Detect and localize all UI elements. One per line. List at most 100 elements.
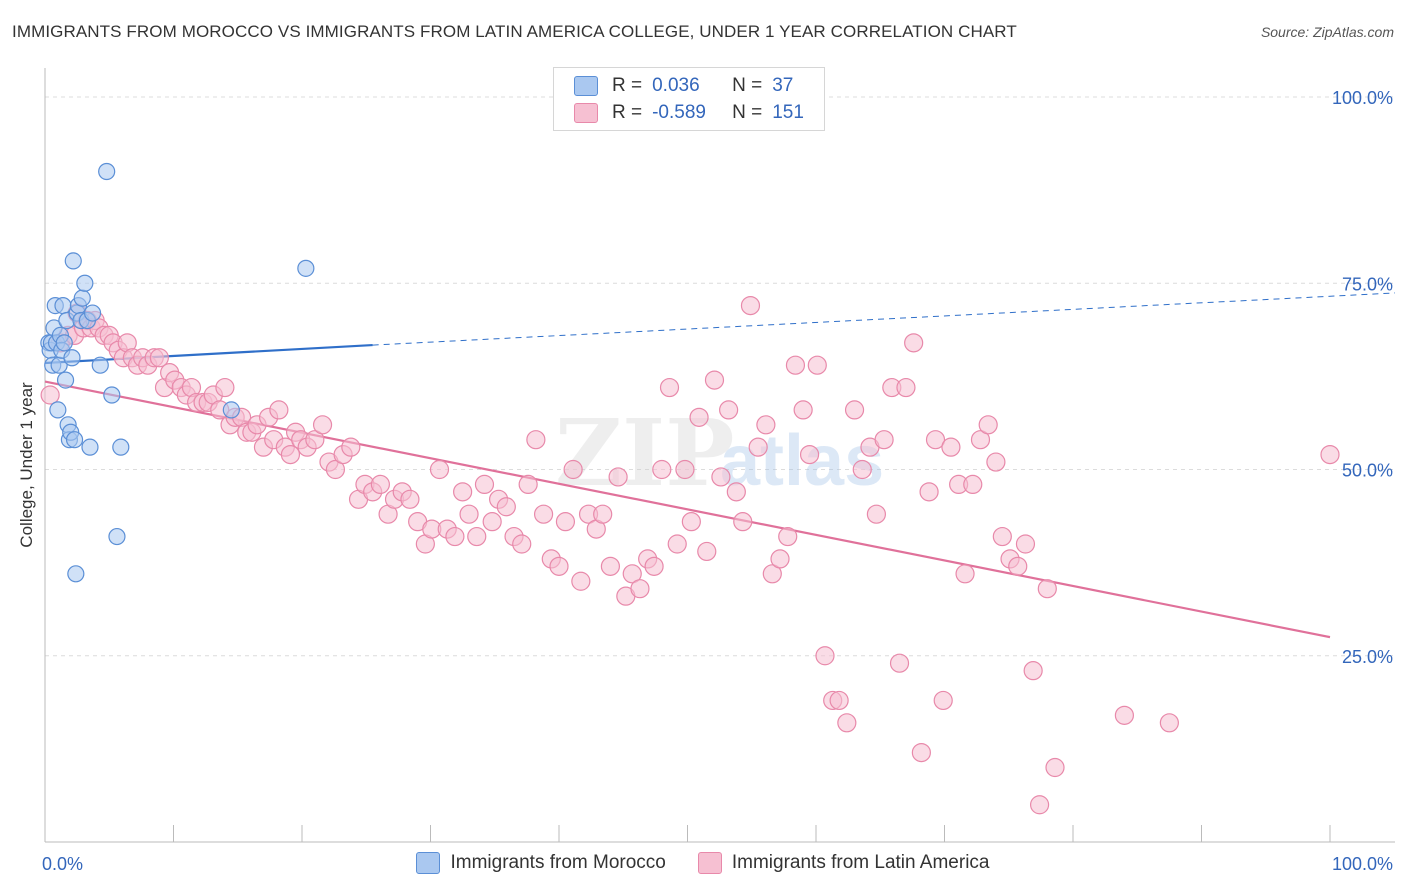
legend-r-label: R = [612,75,643,96]
latin-point [889,653,910,673]
latin-point [933,690,953,711]
morocco-point [108,527,126,546]
latin-point [689,407,709,427]
latin-point [992,526,1012,547]
latin-point [719,400,739,420]
latin-points [40,296,1340,815]
latin-point [280,445,301,465]
latin-point [305,430,325,450]
latin-point [844,400,865,420]
latin-point [400,489,420,509]
morocco-point [83,304,102,322]
morocco-point [98,162,116,181]
latin-point [549,556,569,576]
latin-point [896,377,916,398]
latin-point [1159,713,1179,733]
legend-n-value-latin: 151 [772,102,804,123]
latin-point [1037,579,1057,599]
morocco-point [222,401,240,419]
series-legend-morocco: Immigrants from Morocco [416,852,666,874]
y-tick-label: 75.0% [1342,274,1393,294]
series-legend: Immigrants from Morocco Immigrants from … [0,852,1406,874]
latin-point [608,467,628,487]
latin-point [630,579,650,599]
legend-n-label: N = [732,102,763,123]
latin-point [341,437,361,457]
latin-point [748,437,768,457]
latin-point [919,482,939,502]
morocco-point [63,349,81,367]
latin-point [474,474,495,494]
latin-point [563,459,583,480]
series-swatch-morocco [416,852,441,874]
latin-point [711,467,731,487]
latin-point [555,512,576,532]
latin-point [829,690,849,711]
morocco-point [112,438,130,456]
latin-point [659,377,680,398]
correlation-legend: R = 0.036 N = 37 R = -0.589 N = 151 [553,67,825,131]
latin-point [904,333,924,353]
morocco-point [56,371,75,389]
latin-point [970,430,991,450]
latin-point [429,459,450,480]
latin-point [963,474,983,494]
latin-point [762,564,782,584]
latin-point [667,534,687,554]
latin-point [149,348,169,368]
latin-point [815,646,835,666]
legend-n-label: N = [732,75,763,96]
legend-r-value-morocco: 0.036 [652,75,700,96]
morocco-point [73,289,91,307]
latin-point [681,512,701,532]
morocco-trendline-extension [372,292,1396,346]
latin-point [1023,661,1043,681]
morocco-points [40,162,315,583]
latin-point [1015,534,1036,554]
latin-point [518,474,538,494]
latin-point [925,430,946,450]
latin-point [740,296,761,316]
latin-point [600,556,621,576]
morocco-point [67,565,85,583]
morocco-point [49,401,67,419]
latin-point [496,497,516,517]
series-label-latin: Immigrants from Latin America [731,852,990,873]
latin-point [370,474,390,494]
legend-r-label: R = [612,102,643,123]
x-tick-label: 100.0% [1332,854,1393,874]
watermark-atlas: atlas [720,421,884,501]
morocco-point [297,259,315,277]
legend-n-value-morocco: 37 [772,75,794,96]
latin-point [837,713,857,733]
legend-row-morocco: R = 0.036 N = 37 [574,74,812,98]
latin-point [453,482,473,502]
latin-point [571,571,591,591]
latin-point [1045,757,1065,778]
y-tick-label: 50.0% [1342,461,1393,481]
latin-point [733,512,753,532]
latin-point [622,564,642,584]
morocco-point [81,438,99,456]
latin-point [866,504,886,524]
legend-swatch-latin [574,103,598,123]
x-tick-label: 0.0% [42,854,83,874]
latin-point [911,742,931,763]
latin-point [1320,445,1340,465]
y-axis-label: College, Under 1 year [17,382,36,548]
latin-point [467,526,487,547]
latin-point [874,430,894,450]
latin-point [533,504,554,524]
latin-point [770,549,790,569]
latin-point [215,377,235,398]
latin-point [697,541,717,562]
morocco-point [91,356,109,374]
latin-point [1114,705,1135,725]
morocco-point [103,386,121,404]
series-label-morocco: Immigrants from Morocco [450,852,666,873]
tick-labels: 25.0% 50.0% 75.0% 100.0% 0.0% 100.0% [42,88,1393,874]
latin-point [756,415,776,435]
latin-point [986,452,1006,472]
latin-point [978,415,998,435]
legend-r-value-latin: -0.589 [652,102,706,123]
